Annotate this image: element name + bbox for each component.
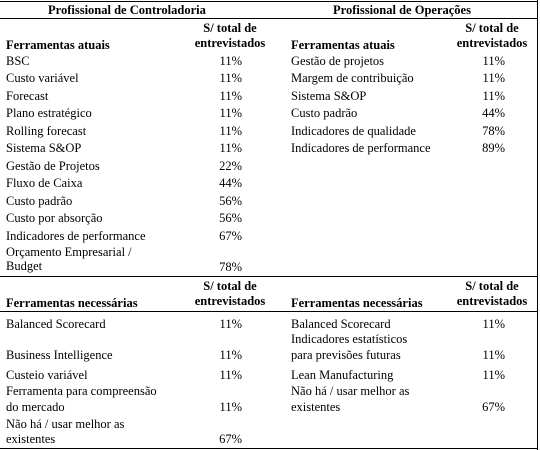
controladoria-total-label-4: entrevistados [194,294,266,308]
controladoria-necessarias-label: Ferramentas necessárias [6,296,138,310]
ctrl-atual-tool: Sistema S&OP [6,141,82,155]
ctrl-atual-value: 78% [219,260,242,274]
ctrl-atual-tool: Orçamento Empresarial / [6,245,132,259]
ctrl-nec-value: 11% [219,317,242,331]
operacoes-atuais-label: Ferramentas atuais [291,38,395,52]
ctrl-atual-value: 22% [219,159,242,173]
ctrl-nec-tool: Não há / usar melhor as [6,417,125,431]
ctrl-atual-tool: Fluxo de Caixa [6,176,83,190]
ctrl-atual-tool: Forecast [6,89,49,103]
op-atual-value: 89% [482,141,505,155]
controladoria-atuais-label: Ferramentas atuais [6,38,110,52]
op-nec-tool: Indicadores estatísticos [291,332,408,346]
operacoes-total-label-2: entrevistados [456,36,528,50]
op-nec-value: 11% [482,317,505,331]
ctrl-atual-value: 11% [219,124,242,138]
op-atual-tool: Custo padrão [291,106,358,120]
ctrl-atual-value: 11% [219,89,242,103]
op-atual-value: 78% [482,124,505,138]
controladoria-total-label-2: entrevistados [194,36,266,50]
op-nec-tool: Lean Manufacturing [291,368,394,382]
ctrl-atual-tool: Custo padrão [6,194,73,208]
ctrl-atual-value: 56% [219,194,242,208]
op-atual-value: 11% [482,71,505,85]
op-atual-tool: Margem de contribuição [291,71,414,85]
ctrl-atual-tool: Custo por absorção [6,211,103,225]
ctrl-atual-value: 67% [219,229,242,243]
ctrl-nec-value: 67% [219,432,242,446]
ctrl-atual-value: 11% [219,106,242,120]
operacoes-necessarias-label: Ferramentas necessárias [291,296,423,310]
ctrl-atual-tool: Rolling forecast [6,124,87,138]
op-atual-tool: Sistema S&OP [291,89,367,103]
ctrl-atual-tool: Custo variável [6,71,79,85]
ctrl-atual-tool: Indicadores de performance [6,229,146,243]
op-nec-value: 11% [482,368,505,382]
ctrl-atual-value: 11% [219,71,242,85]
op-atual-value: 44% [482,106,505,120]
op-atual-value: 11% [482,54,505,68]
ctrl-atual-tool: BSC [6,54,30,68]
op-atual-tool: Indicadores de qualidade [291,124,416,138]
op-nec-tool: Não há / usar melhor as [291,384,410,398]
op-nec-value: 11% [482,348,505,362]
ctrl-nec-tool: existentes [6,432,56,446]
operacoes-total-label-1: S/ total de [465,21,519,35]
header-rule [0,18,538,19]
bottom-rule [0,448,538,449]
ctrl-nec-tool: do mercado [6,400,65,414]
operacoes-total-label-4: entrevistados [456,294,528,308]
ctrl-nec-tool: Custeio variável [6,368,88,382]
ctrl-atual-value: 11% [219,54,242,68]
right-border [537,0,538,450]
operacoes-header: Profissional de Operações [333,3,471,17]
ctrl-nec-value: 11% [219,348,242,362]
op-nec-tool: Balanced Scorecard [291,317,391,331]
ctrl-nec-tool: Balanced Scorecard [6,317,106,331]
ctrl-atual-value: 56% [219,211,242,225]
ctrl-nec-value: 11% [219,368,242,382]
top-rule [0,1,538,2]
operacoes-total-label-3: S/ total de [465,279,519,293]
ctrl-atual-value: 44% [219,176,242,190]
op-nec-tool: existentes [291,400,341,414]
op-atual-tool: Indicadores de performance [291,141,431,155]
ctrl-nec-tool: Business Intelligence [6,348,113,362]
ctrl-atual-tool: Gestão de Projetos [6,159,100,173]
op-nec-value: 67% [482,400,505,414]
controladoria-total-label-1: S/ total de [203,21,257,35]
op-atual-tool: Gestão de projetos [291,54,385,68]
controladoria-header: Profissional de Controladoria [48,3,206,17]
section-rule [0,276,538,277]
ctrl-atual-value: 11% [219,141,242,155]
op-atual-value: 11% [482,89,505,103]
ctrl-atual-tool: Plano estratégico [6,106,92,120]
ctrl-nec-value: 11% [219,400,242,414]
ctrl-nec-tool: Ferramenta para compreensão [6,384,157,398]
op-nec-tool: para previsões futuras [291,348,401,362]
controladoria-total-label-3: S/ total de [203,279,257,293]
subheader-rule [0,311,538,312]
ctrl-atual-tool: Budget [6,259,43,273]
